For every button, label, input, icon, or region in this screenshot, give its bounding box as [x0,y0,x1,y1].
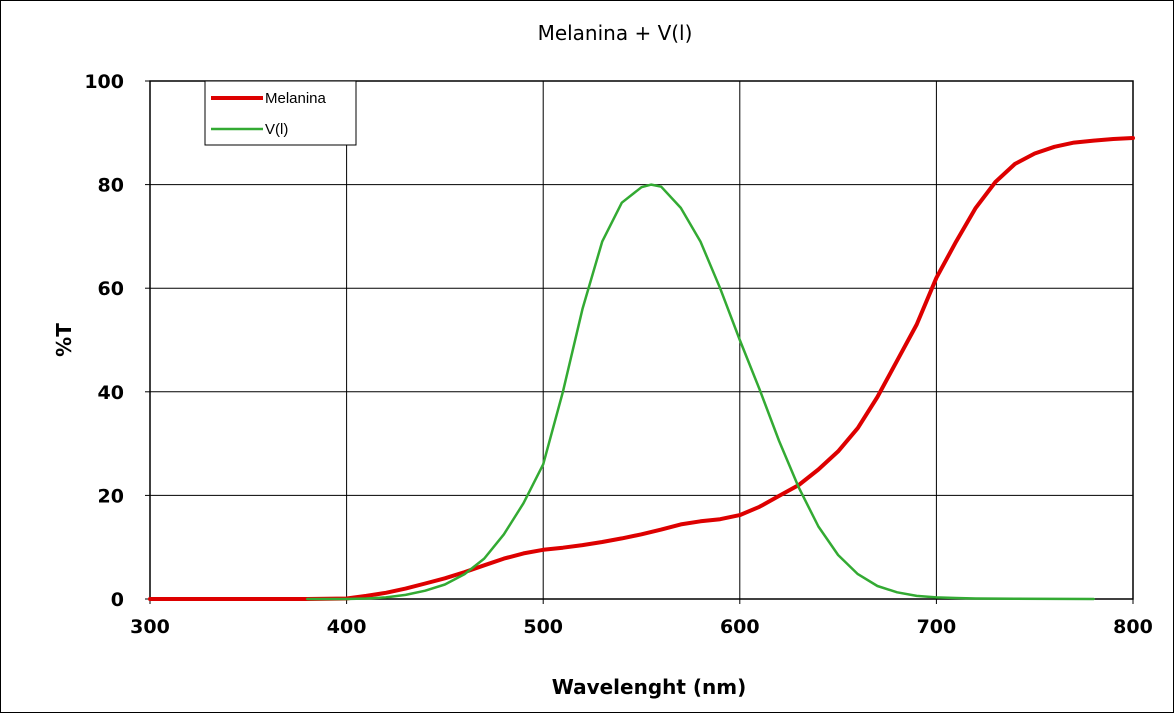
y-tick-label: 60 [98,278,124,300]
y-tick-label: 20 [98,485,124,507]
legend: Melanina V(l) [204,80,357,146]
x-tick-label: 600 [720,616,760,638]
legend-label-vl: V(l) [265,121,288,138]
x-tick-label: 500 [523,616,563,638]
y-axis-label: %T [52,323,76,357]
series-layer [148,136,1135,601]
y-tick-label: 0 [111,589,124,611]
x-tick-label: 400 [327,616,367,638]
legend-box [204,80,357,146]
plot-area-border [149,80,1134,600]
y-tick-label: 40 [98,382,124,404]
x-tick-label: 700 [917,616,957,638]
x-axis-label: Wavelenght (nm) [552,675,747,699]
series-line-v-l [306,183,1095,601]
grid [145,80,1134,604]
legend-label-melanina: Melanina [265,90,327,107]
y-tick-label: 100 [84,71,124,93]
chart-title: Melanina + V(l) [538,21,693,45]
x-tick-label: 300 [130,616,170,638]
tick-labels: 300 400 500 600 700 800 0 20 40 60 80 100 [84,71,1153,638]
series-line-melanina [148,136,1135,601]
y-tick-label: 80 [98,175,124,197]
x-tick-label: 800 [1113,616,1153,638]
